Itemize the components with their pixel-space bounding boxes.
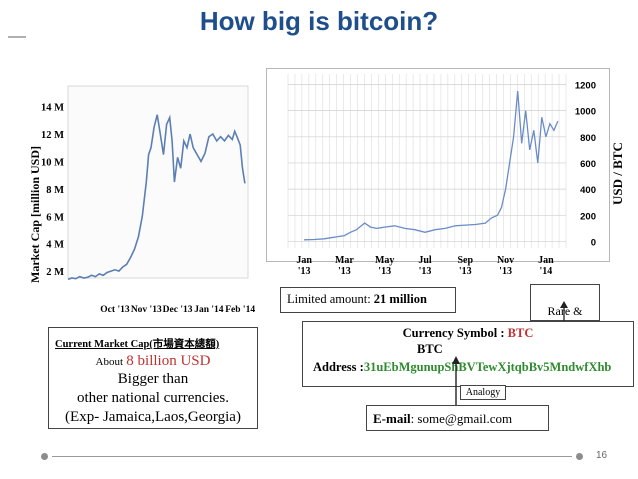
price-x-tick-label: Mar [335, 255, 354, 266]
price-x-tick-label: Sep [457, 255, 473, 266]
market-cap-y-tick-label: 12 M [41, 130, 64, 141]
price-chart: 020040060080010001200Jan'13Mar'13May'13J… [287, 74, 596, 277]
price-x-tick-label: Nov [497, 255, 514, 266]
analogy-label: Analogy [460, 385, 506, 400]
arrow-to-rare [560, 301, 568, 322]
price-x-tick-label: '13 [378, 266, 391, 277]
about-value: 8 billion USD [126, 353, 211, 369]
email-label: E-mail [373, 411, 411, 426]
footer-dot-left [41, 453, 48, 460]
market-cap-box: Current Market Cap(市場資本總額) About 8 billi… [48, 327, 258, 429]
market-cap-x-tick-label: Jan '14 [194, 305, 224, 315]
market-cap-x-tick-label: Dec '13 [163, 305, 193, 315]
price-y-tick-label: 0 [591, 237, 596, 248]
page-title: How big is bitcoin? [199, 6, 439, 36]
price-x-tick-label: Jan [538, 255, 554, 266]
analogy-arrow [452, 356, 460, 408]
price-y-axis-title: USD / BTC [610, 142, 625, 205]
price-y-tick-label: 800 [580, 133, 596, 144]
market-cap-line-2: other national currencies. [76, 390, 229, 406]
about-label: About [95, 356, 124, 368]
address-label: Address : [313, 360, 364, 374]
footer-dot-right [576, 453, 583, 460]
price-x-tick-label: '13 [298, 266, 311, 277]
market-cap-x-tick-label: Oct '13 [100, 305, 130, 315]
price-y-tick-label: 200 [580, 211, 596, 222]
price-x-tick-label: '14 [539, 266, 552, 277]
market-cap-y-tick-label: 8 M [46, 185, 64, 196]
address-value: 31uEbMgunupShBVTewXjtqbBv5MndwfXhb [363, 360, 612, 374]
price-x-tick-label: Jul [418, 255, 432, 266]
price-x-tick-label: '13 [459, 266, 472, 277]
market-cap-heading: Current Market Cap(市場資本總額) [55, 339, 220, 350]
limited-amount-value: 21 million [373, 292, 427, 306]
market-cap-y-tick-label: 2 M [46, 267, 64, 278]
market-cap-y-tick-label: 10 M [41, 157, 64, 168]
title-decoration [8, 36, 26, 38]
currency-details-box: Currency Symbol : BTC BTC Address :31uEb… [302, 321, 634, 387]
price-x-tick-label: '13 [338, 266, 351, 277]
page-number: 16 [596, 450, 608, 461]
market-cap-y-tick-label: 4 M [46, 240, 64, 251]
email-box: E-mail: some@gmail.com [366, 405, 549, 431]
currency-symbol-value-2: BTC [417, 342, 443, 356]
currency-symbol-label: Currency Symbol : [402, 326, 505, 340]
price-x-tick-label: Jan [296, 255, 312, 266]
currency-symbol-value: BTC [507, 326, 534, 340]
email-value: : some@gmail.com [410, 411, 513, 426]
price-y-tick-label: 600 [580, 159, 596, 170]
market-cap-series-line [67, 114, 246, 281]
price-y-tick-label: 400 [580, 185, 596, 196]
limited-amount-label: Limited amount: [287, 292, 374, 306]
market-cap-x-tick-label: Nov '13 [131, 305, 162, 315]
price-x-tick-label: May [375, 255, 394, 266]
market-cap-line-3: (Exp- Jamaica,Laos,Georgia) [65, 409, 241, 425]
market-cap-y-tick-label: 14 M [41, 103, 64, 114]
price-y-tick-label: 1200 [575, 80, 596, 91]
price-series-line [304, 90, 559, 241]
price-y-tick-label: 1000 [575, 107, 596, 118]
footer-line [52, 456, 572, 457]
price-x-tick-label: '13 [419, 266, 432, 277]
market-cap-y-tick-label: 6 M [46, 212, 64, 223]
market-cap-chart: 2 M 4 M 6 M 8 M 10 M 12 M 14 M Oct '13 Nov '13 De… [41, 85, 255, 315]
price-x-tick-label: '13 [499, 266, 512, 277]
market-cap-line-1: Bigger than [117, 371, 189, 387]
limited-amount-box: Limited amount: 21 million [280, 287, 456, 313]
market-cap-x-tick-label: Feb '14 [225, 305, 255, 315]
